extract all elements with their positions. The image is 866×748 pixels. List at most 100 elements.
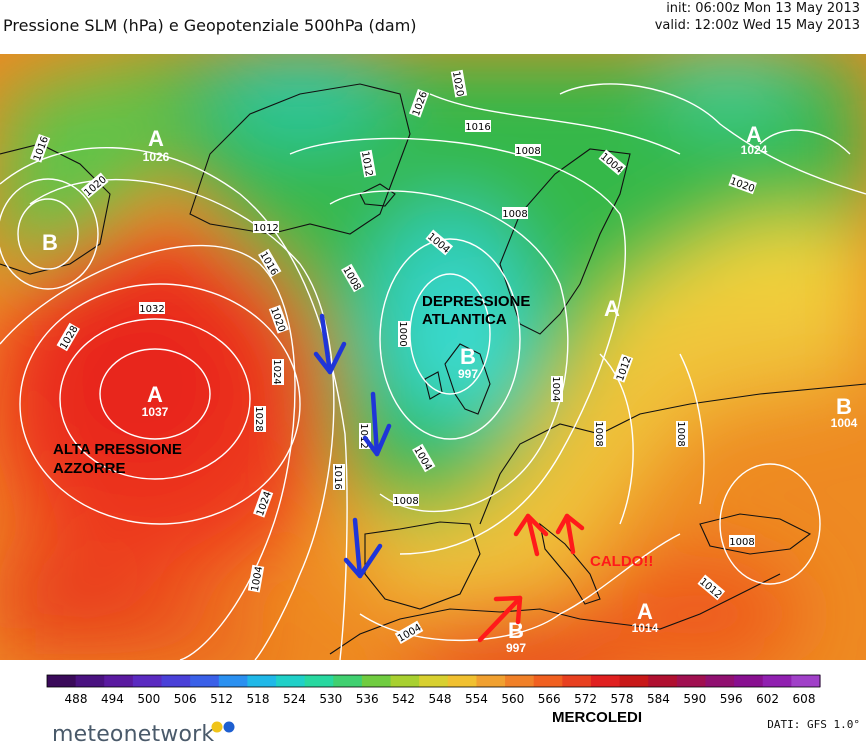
colorbar-swatch xyxy=(648,675,678,687)
colorbar-tick-label: 530 xyxy=(319,692,342,706)
colorbar-swatch xyxy=(247,675,277,687)
colorbar-swatch xyxy=(476,675,506,687)
colorbar-swatch xyxy=(218,675,249,687)
weekday-label: MERCOLEDI xyxy=(552,709,642,726)
colorbar-swatch xyxy=(132,675,163,687)
colorbar-tick-label: 566 xyxy=(538,692,561,706)
svg-text:A: A xyxy=(637,599,653,624)
colorbar-swatch xyxy=(276,675,306,687)
colorbar-swatch xyxy=(676,675,707,687)
svg-text:B: B xyxy=(508,618,524,643)
valid-time: valid: 12:00z Wed 15 May 2013 xyxy=(654,18,860,33)
svg-text:A: A xyxy=(148,126,164,151)
colorbar-swatch xyxy=(533,675,563,687)
geopotential-field xyxy=(0,54,866,660)
colorbar-tick-label: 590 xyxy=(683,692,706,706)
isobar-label: 1008 xyxy=(729,537,754,548)
isobar-label: 1016 xyxy=(332,464,343,489)
colorbar-swatch xyxy=(447,675,478,687)
map-svg: 1016 1020 1016 1012 1008 1012 1020 1008 … xyxy=(0,54,866,660)
high-annotation-line2: AZZORRE xyxy=(53,460,126,477)
colorbar-tick-label: 578 xyxy=(611,692,634,706)
colorbar-swatch xyxy=(361,675,392,687)
svg-text:A: A xyxy=(746,122,762,147)
colorbar-tick-label: 596 xyxy=(720,692,743,706)
colorbar-swatch xyxy=(304,675,334,687)
colorbar-swatch xyxy=(333,675,363,687)
colorbar-swatch xyxy=(75,675,105,687)
isobar-label: 1020 xyxy=(450,70,465,97)
isobar-lines xyxy=(0,83,866,660)
up-arrow-icon xyxy=(555,513,585,555)
up-arrow-icon xyxy=(513,513,549,557)
isobar-label: 1008 xyxy=(502,209,527,220)
colorbar-swatch xyxy=(705,675,735,687)
colorbar-tick-label: 572 xyxy=(574,692,597,706)
cold-arrows xyxy=(313,313,392,579)
colorbar-swatch xyxy=(791,675,821,687)
colorbar-swatch xyxy=(505,675,535,687)
high-annotation-line1: ALTA PRESSIONE xyxy=(53,441,182,458)
colorbar-swatch xyxy=(562,675,592,687)
isobar-label: 1000 xyxy=(397,321,408,346)
colorbar-swatch xyxy=(734,675,764,687)
down-arrow-icon xyxy=(362,391,392,457)
colorbar-tick-label: 548 xyxy=(429,692,452,706)
colorbar-tick-label: 500 xyxy=(137,692,160,706)
colorbar-tick-label: 494 xyxy=(101,692,124,706)
colorbar-tick-label: 608 xyxy=(793,692,816,706)
brand-logo-text: meteonetwork xyxy=(52,722,215,747)
colorbar-swatch xyxy=(419,675,449,687)
colorbar-tick-label: 506 xyxy=(174,692,197,706)
svg-text:997: 997 xyxy=(458,367,478,381)
isobar-label: 1016 xyxy=(465,122,490,133)
colorbar-svg: 488 494 500 506 512 518 524 530 536 542 548 554 560 5… xyxy=(46,674,821,706)
forecast-map: 1016 1020 1016 1012 1008 1012 1020 1008 … xyxy=(0,54,866,660)
isobar-label: 1012 xyxy=(359,150,374,177)
map-title: Pressione SLM (hPa) e Geopotenziale 500h… xyxy=(3,16,417,35)
svg-text:B: B xyxy=(836,394,852,419)
low-annotation-line2: ATLANTICA xyxy=(422,311,507,328)
isobar-label: 1008 xyxy=(675,421,686,446)
low-annotation-line1: DEPRESSIONE xyxy=(422,293,530,310)
up-arrow-icon xyxy=(477,595,523,643)
svg-text:A: A xyxy=(147,382,163,407)
down-arrow-icon xyxy=(313,313,347,375)
isobar-label: 1024 xyxy=(271,359,282,384)
colorbar-tick-label: 542 xyxy=(392,692,415,706)
high-centre: A xyxy=(604,296,620,321)
svg-text:1026: 1026 xyxy=(143,150,170,164)
svg-text:1037: 1037 xyxy=(142,405,169,419)
svg-text:B: B xyxy=(42,230,58,255)
warm-arrows xyxy=(477,513,585,643)
data-source: DATI: GFS 1.0° xyxy=(767,718,860,731)
colorbar-swatch xyxy=(390,675,420,687)
run-info: init: 06:00z Mon 13 May 2013 valid: 12:0… xyxy=(655,0,860,34)
isobar-label: 1012 xyxy=(253,223,278,234)
init-time: init: 06:00z Mon 13 May 2013 xyxy=(666,1,860,16)
colorbar-tick-label: 488 xyxy=(65,692,88,706)
colorbar-swatch xyxy=(590,675,621,687)
colorbar-swatch xyxy=(47,675,77,687)
warm-annotation: CALDO!! xyxy=(590,553,653,570)
colorbar-tick-label: 602 xyxy=(756,692,779,706)
isobar-label: 1008 xyxy=(393,496,418,507)
colorbar-swatch xyxy=(762,675,792,687)
brand-logo-icon xyxy=(211,721,235,733)
colorbar-tick-label: 518 xyxy=(247,692,270,706)
low-centre: B xyxy=(42,230,58,255)
colorbar-tick-label: 512 xyxy=(210,692,233,706)
svg-text:997: 997 xyxy=(506,641,526,655)
isobar-label: 1004 xyxy=(550,376,561,401)
colorbar-tick-label: 536 xyxy=(356,692,379,706)
annotations: DEPRESSIONE ATLANTICA ALTA PRESSIONE AZZ… xyxy=(53,293,653,570)
colorbar-tick-label: 524 xyxy=(283,692,306,706)
colorbar: 488 494 500 506 512 518 524 530 536 542 548 554 560 5… xyxy=(0,672,866,712)
svg-text:A: A xyxy=(604,296,620,321)
down-arrow-icon xyxy=(343,517,383,579)
